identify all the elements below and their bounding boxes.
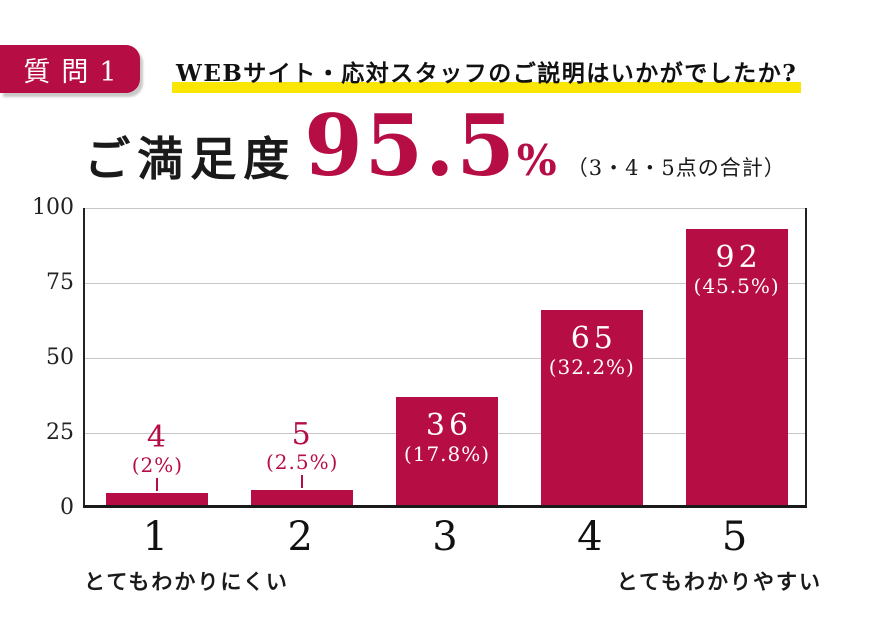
bar-label-above: 5 (2.5%) xyxy=(230,417,375,475)
bar-score-4: 65 (32.2%) xyxy=(540,310,643,505)
x-axis-label-1: 1 xyxy=(142,514,169,560)
satisfaction-headline: ご満足度 95.5 % （3・4・5点の合計） xyxy=(0,104,870,189)
y-axis-tick-100: 100 xyxy=(32,195,74,220)
bar-percent-label: (32.2%) xyxy=(548,354,635,379)
bar-label-inside: 36 (17.8%) xyxy=(396,410,498,466)
gridline-75 xyxy=(85,283,805,284)
x-axis-label-4: 4 xyxy=(577,514,603,560)
plot-area: 4 (2%) 5 (2.5%) 36 (17.8%) 65 (32.2%) 92 (45.5%) xyxy=(83,208,807,508)
bar-percent-label: (2.5%) xyxy=(265,450,339,474)
gridline-100 xyxy=(85,208,805,209)
bar-value-label: 65 xyxy=(570,321,617,356)
headline-note: （3・4・5点の合計） xyxy=(566,156,786,180)
y-axis-tick-75: 75 xyxy=(46,270,74,295)
bar-value-label: 36 xyxy=(425,408,473,443)
y-axis-tick-25: 25 xyxy=(46,420,74,445)
x-axis-label-5: 5 xyxy=(721,514,748,560)
question-number-label: 質問1 xyxy=(23,56,128,88)
y-axis-tick-0: 0 xyxy=(60,495,74,520)
question-number-badge: 質問1 xyxy=(0,45,140,93)
axis-caption-left: とてもわかりにくい xyxy=(84,569,289,594)
x-axis-label-3: 3 xyxy=(432,514,458,560)
bar-value-label: 5 xyxy=(291,417,313,452)
bar-value-label: 4 xyxy=(146,420,168,455)
headline-percent-sign: % xyxy=(516,136,557,185)
bar-score-3: 36 (17.8%) xyxy=(396,397,498,505)
headline-percentage-value: 95.5 xyxy=(304,96,517,195)
bar-label-inside: 65 (32.2%) xyxy=(541,323,643,379)
axis-caption-right: とてもわかりやすい xyxy=(616,569,822,594)
gridline-50 xyxy=(85,358,805,359)
bar-percent-label: (45.5%) xyxy=(693,273,780,298)
bar-score-1 xyxy=(106,493,209,505)
bar-score-2 xyxy=(251,490,354,505)
bar-label-connector xyxy=(156,478,159,491)
question-title: WEBサイト・応対スタッフのご説明はいかがでしたか? xyxy=(172,54,802,94)
headline-prefix: ご満足度 xyxy=(84,132,297,186)
bar-score-5: 92 (45.5%) xyxy=(685,229,788,505)
bar-percent-label: (2%) xyxy=(131,453,184,477)
x-axis-labels: 1 2 3 4 5 xyxy=(83,514,807,560)
bar-label-connector xyxy=(301,475,304,488)
bar-label-inside: 92 (45.5%) xyxy=(686,242,788,298)
y-axis-tick-50: 50 xyxy=(46,345,74,370)
bar-percent-label: (17.8%) xyxy=(403,441,491,466)
x-axis-label-2: 2 xyxy=(287,514,313,560)
bar-value-label: 92 xyxy=(715,240,762,275)
bar-label-above: 4 (2%) xyxy=(85,420,230,478)
